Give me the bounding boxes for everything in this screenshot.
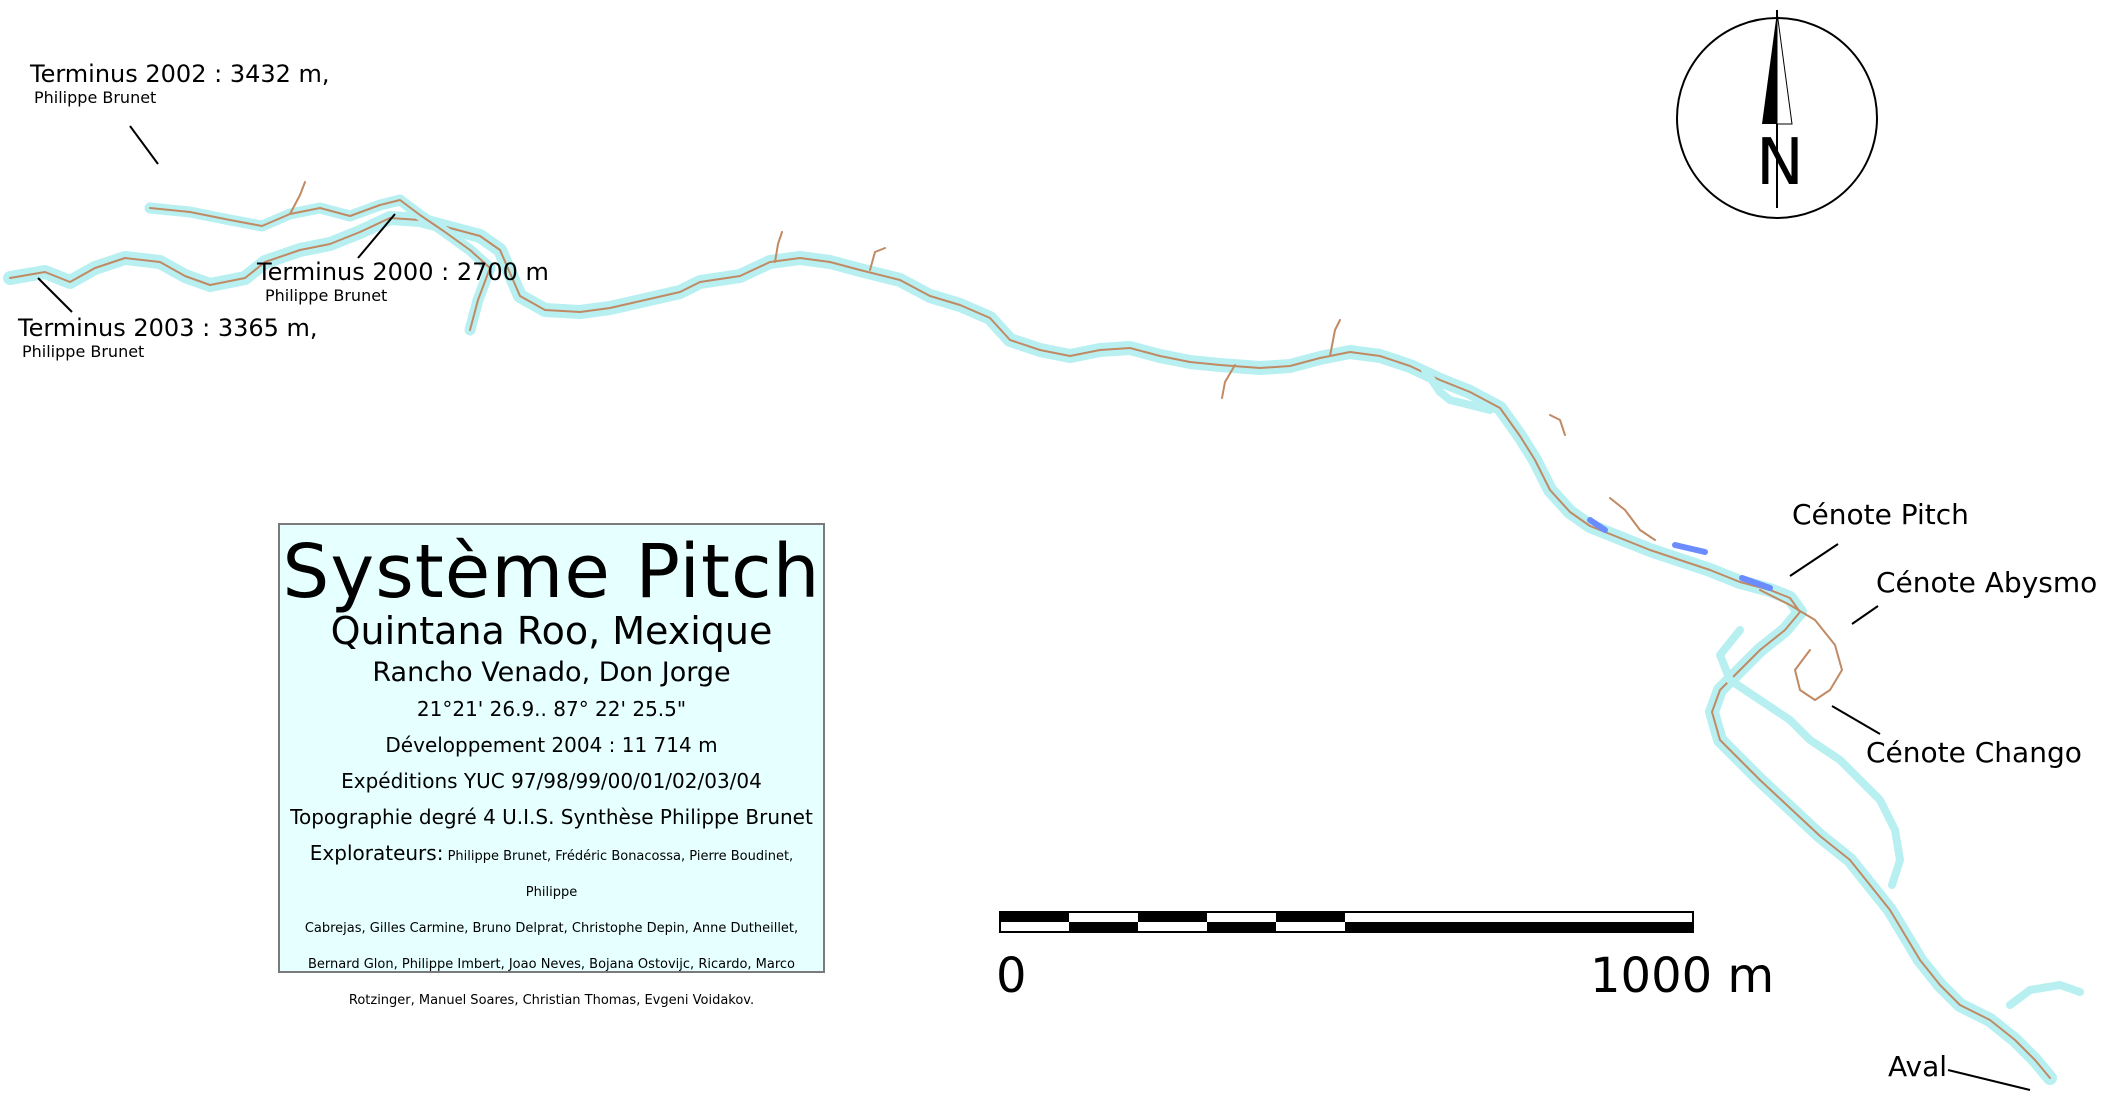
cave-passage-spur-8	[1609, 497, 1656, 541]
cave-passage-spur-3	[869, 247, 886, 271]
legend-explorers-line3: Bernard Glon, Philippe Imbert, Joao Neve…	[307, 957, 796, 972]
north-needle	[1762, 12, 1777, 124]
scale-seg-5	[1276, 912, 1345, 922]
legend-place: Rancho Venado, Don Jorge	[372, 657, 731, 688]
legend-expeditions: Expéditions YUC 97/98/99/00/01/02/03/04	[341, 769, 762, 793]
cave-passage-spur-7	[1549, 414, 1566, 436]
leader-terminus-2003	[37, 277, 73, 313]
cave-passage-spur-1	[289, 181, 306, 215]
legend-explorers-line2: Cabrejas, Gilles Carmine, Bruno Delprat,…	[304, 921, 799, 936]
cave-passage-spur-6	[1421, 366, 1494, 414]
scale-end-label: 1000 m	[1590, 948, 1775, 1004]
scale-start-label: 0	[996, 948, 1027, 1004]
cave-passage-spur-5	[1329, 319, 1341, 357]
north-arrow-icon	[1676, 10, 1878, 219]
leader-aval	[1947, 1069, 2031, 1091]
cave-passage-east-loop	[1716, 626, 1904, 889]
scale-bar	[999, 911, 1694, 933]
legend-explorers: Explorateurs: Philippe Brunet, Frédéric …	[280, 835, 823, 911]
legend-explorers-line1: Philippe Brunet, Frédéric Bonacossa, Pie…	[447, 849, 794, 900]
cave-passages	[3, 181, 2084, 1085]
label-terminus-2002-author: Philippe Brunet	[34, 88, 157, 107]
legend-title: Système Pitch	[282, 529, 821, 615]
cave-wall-north-branch	[149, 199, 491, 331]
label-terminus-2002: Terminus 2002 : 3432 m,	[30, 60, 330, 88]
cave-passage-spur-2	[774, 231, 783, 263]
cave-passage-spur-4	[1221, 364, 1236, 399]
label-cenote-pitch: Cénote Pitch	[1792, 498, 1969, 531]
legend-box: Système Pitch Quintana Roo, Mexique Ranc…	[278, 523, 825, 1008]
label-terminus-2000-author: Philippe Brunet	[265, 286, 388, 305]
label-cenote-abysmo: Cénote Abysmo	[1876, 566, 2098, 599]
scale-seg-3	[1138, 912, 1207, 922]
deep-water-segment-2	[1672, 542, 1708, 555]
north-needle-light	[1776, 11, 1793, 125]
leader-cenote-abysmo	[1851, 605, 1879, 625]
legend-subtitle: Quintana Roo, Mexique	[330, 609, 773, 653]
leader-cenote-chango	[1831, 705, 1881, 735]
scale-seg-2	[1069, 922, 1138, 932]
label-terminus-2003-author: Philippe Brunet	[22, 342, 145, 361]
scale-seg-1	[1000, 912, 1069, 922]
leader-terminus-2002	[129, 125, 159, 165]
leader-terminus-2000	[357, 213, 396, 259]
deep-water-segment-1	[1587, 517, 1608, 533]
legend-topography: Topographie degré 4 U.I.S. Synthèse Phil…	[290, 805, 813, 829]
cave-passage-cenote-loop	[1759, 589, 1843, 701]
label-aval: Aval	[1888, 1050, 1948, 1083]
label-terminus-2000: Terminus 2000 : 2700 m	[257, 258, 549, 286]
north-letter: N	[1756, 126, 1804, 200]
deep-water-segment-3	[1739, 575, 1773, 591]
legend-development: Développement 2004 : 11 714 m	[385, 733, 718, 757]
legend-explorers-label: Explorateurs:	[309, 841, 444, 865]
legend-explorers-line4: Rotzinger, Manuel Soares, Christian Thom…	[348, 993, 755, 1008]
cave-passage-south-branch	[2006, 981, 2084, 1009]
label-cenote-chango: Cénote Chango	[1866, 736, 2082, 769]
scale-seg-4	[1207, 922, 1276, 932]
scale-seg-6	[1345, 922, 1693, 932]
label-terminus-2003: Terminus 2003 : 3365 m,	[18, 314, 318, 342]
leader-cenote-pitch	[1789, 543, 1839, 577]
legend-coordinates: 21°21' 26.9.. 87° 22' 25.5"	[416, 697, 687, 721]
leader-lines	[37, 125, 2031, 1091]
